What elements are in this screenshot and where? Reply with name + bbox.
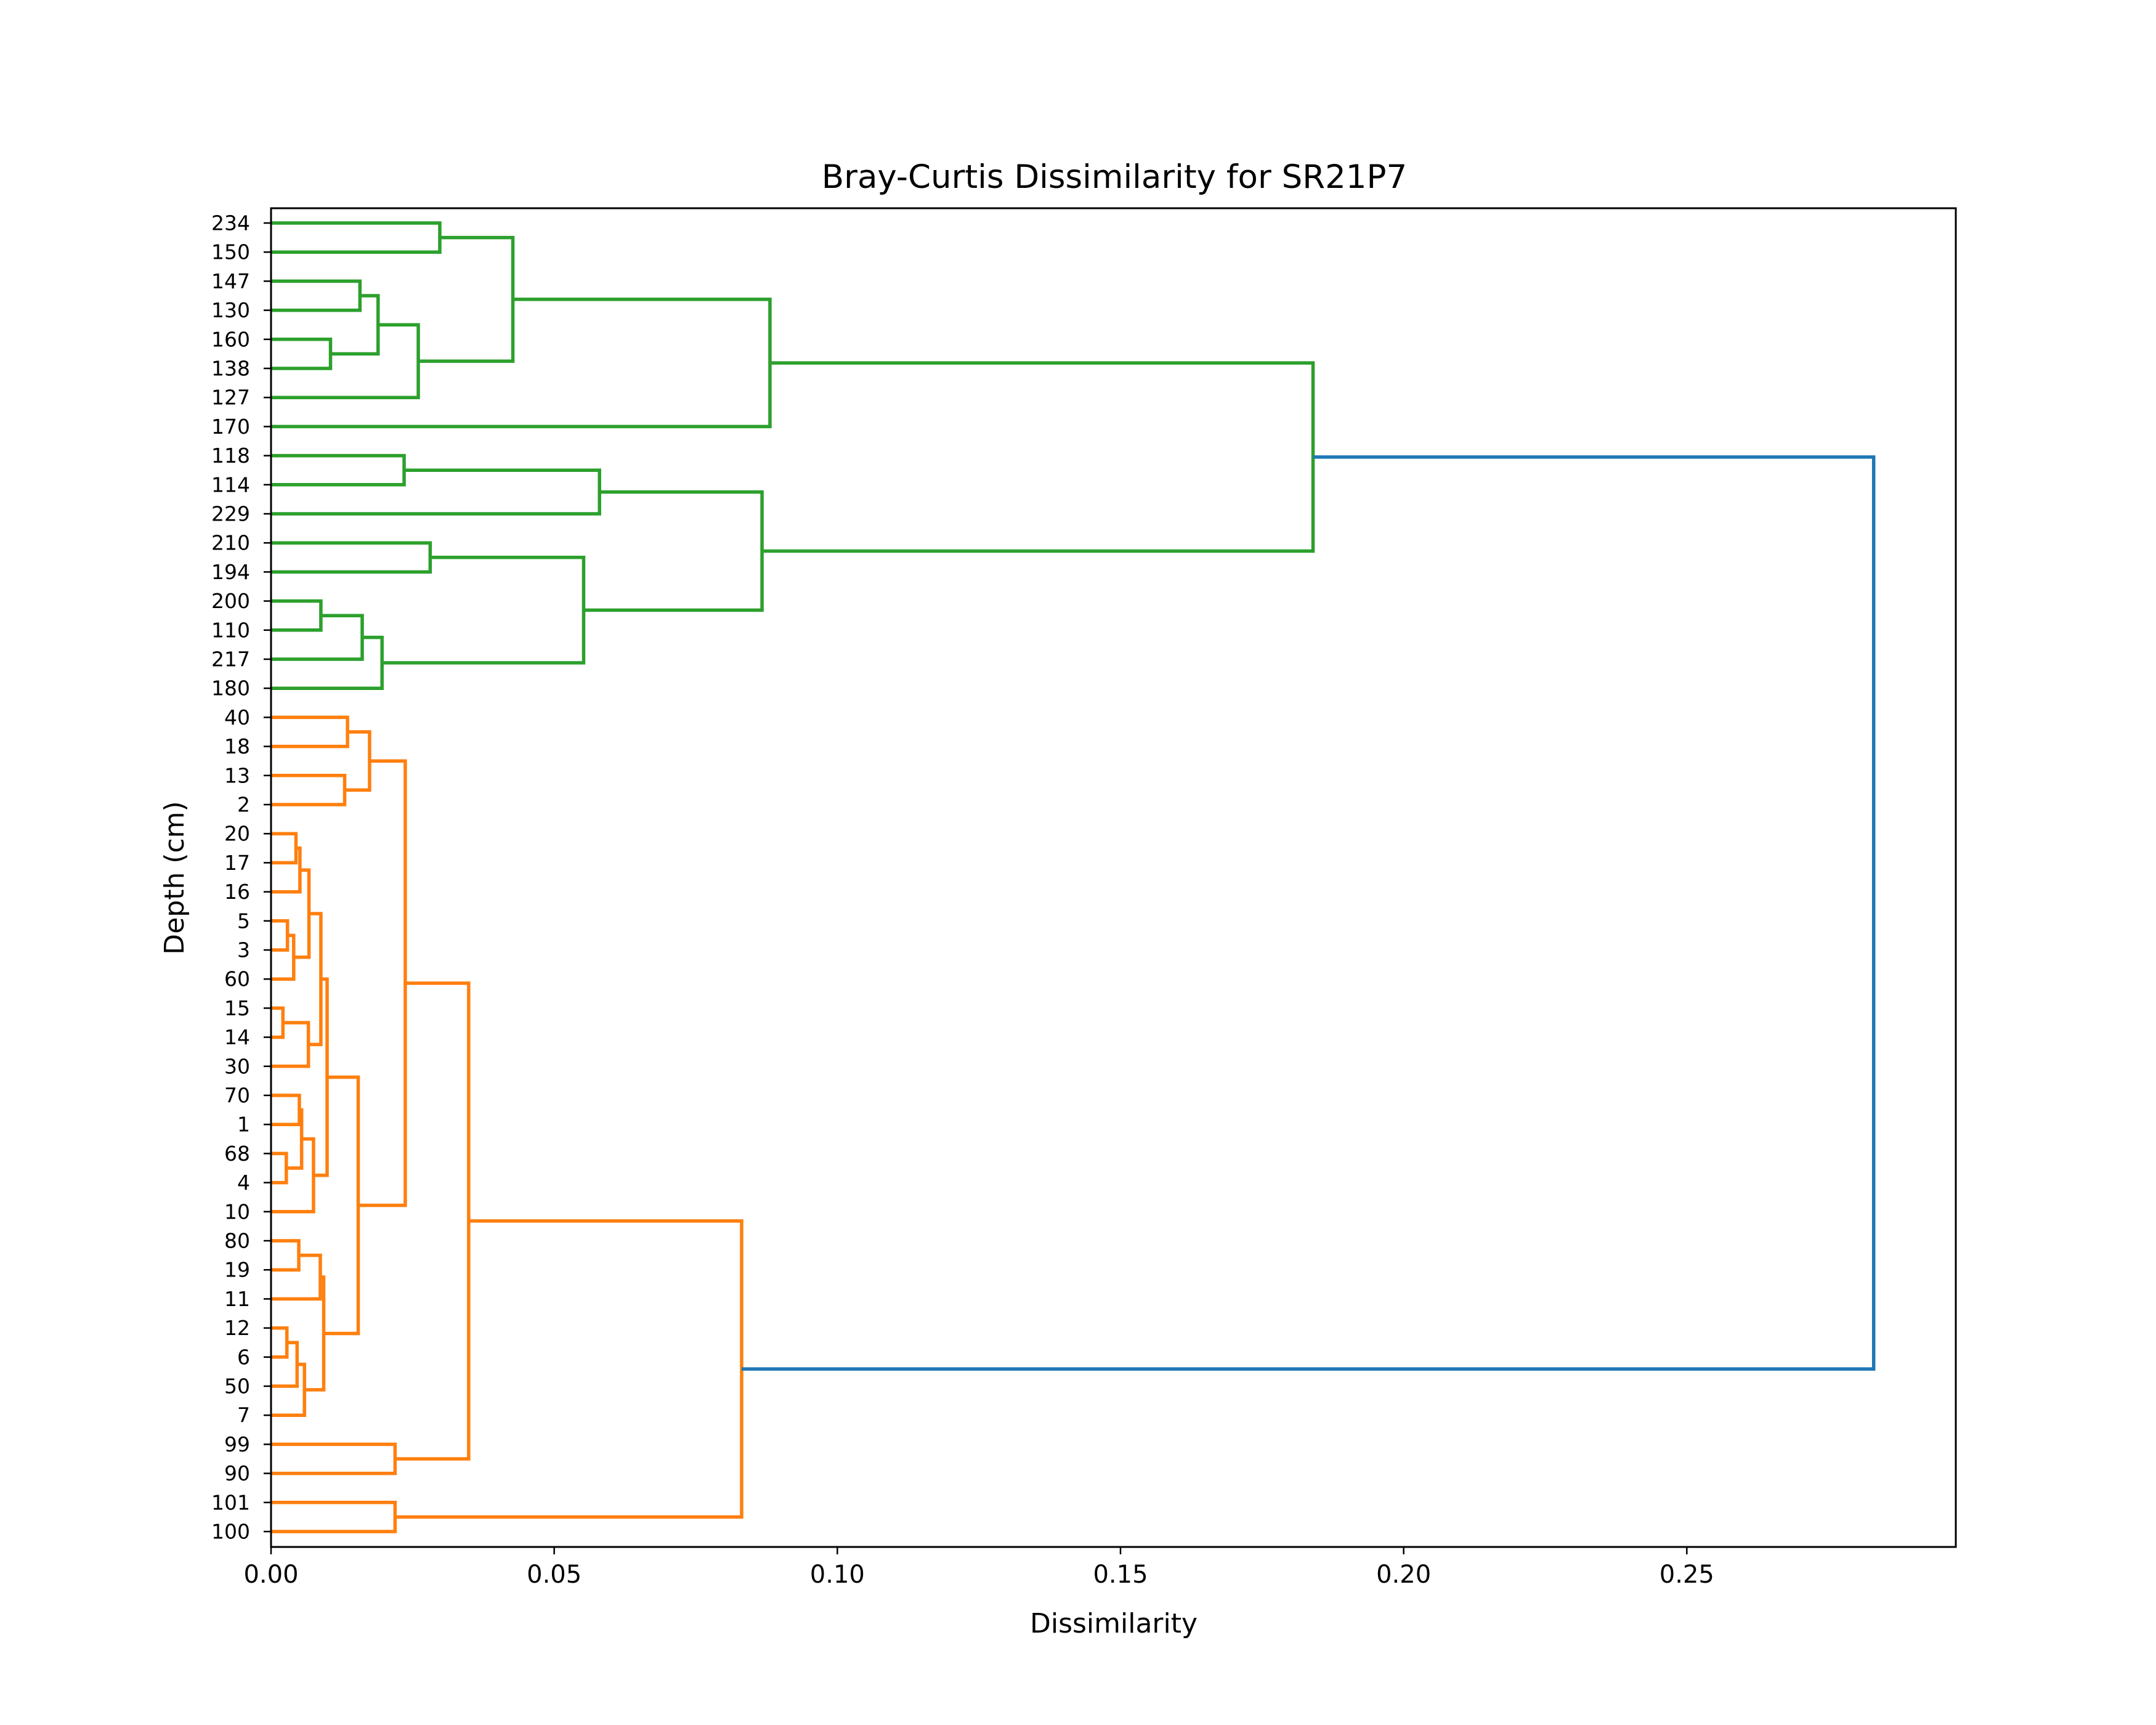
leaf-label-30: 30 [224,1054,250,1078]
leaf-label-147: 147 [211,269,250,293]
leaf-label-170: 170 [211,415,250,439]
dendrogram-link-j1 [271,1501,397,1533]
leaf-label-10: 10 [224,1199,250,1224]
dendrogram-link-d3 [271,919,290,952]
leaf-label-4: 4 [237,1171,250,1195]
leaf-label-194: 194 [211,560,250,584]
leaf-label-234: 234 [211,211,250,235]
dendrogram-link-d1 [271,832,298,865]
dendrogram-link-a2 [271,279,362,312]
chart-title: Bray-Curtis Dissimilarity for SR21P7 [822,158,1407,196]
leaf-label-160: 160 [211,327,250,351]
dendrogram-link-a4 [330,294,380,356]
leaf-label-6: 6 [237,1345,250,1369]
dendrogram-link-f2 [358,759,407,1208]
dendrogram-link-h4 [271,1341,299,1388]
dendrogram-link-f0 [313,977,329,1177]
leaf-label-7: 7 [237,1403,250,1427]
dendrogram-link-h2 [271,1253,322,1301]
dendrogram-link-b8 [583,490,764,612]
dendrogram-links [271,221,1876,1533]
dendrogram-link-a6 [418,235,515,363]
dendrogram-link-h5 [271,1362,306,1417]
x-tick-label: 0.05 [527,1561,582,1589]
leaf-label-16: 16 [224,880,250,904]
leaf-label-40: 40 [224,705,250,729]
dendrogram-link-g1 [762,361,1315,553]
leaf-label-110: 110 [211,618,250,642]
leaf-label-200: 200 [211,589,250,613]
dendrogram-link-f1 [323,1075,360,1336]
dendrogram-link-a3 [271,338,333,370]
leaf-label-18: 18 [224,734,250,758]
x-axis-ticks: 0.00 0.05 0.10 0.15 0.20 0.25 [243,1547,1714,1589]
dendrogram-link-d4 [271,933,296,981]
dendrogram-link-a7 [271,298,772,429]
leaf-label-80: 80 [224,1229,250,1253]
dendrogram-link-a5 [271,323,420,399]
dendrogram-link-i1 [271,1442,397,1475]
x-tick-label: 0.25 [1660,1561,1714,1589]
leaf-label-50: 50 [224,1374,250,1398]
dendrogram-link-h6 [304,1275,326,1392]
leaf-label-3: 3 [237,938,250,962]
leaf-label-138: 138 [211,357,250,381]
leaf-label-17: 17 [224,851,250,875]
leaf-label-210: 210 [211,531,250,555]
leaf-label-130: 130 [211,298,250,322]
leaf-label-127: 127 [211,386,250,410]
dendrogram-link-e2 [271,1151,288,1185]
leaf-label-118: 118 [211,444,250,468]
x-tick-label: 0.10 [810,1561,865,1589]
leaf-label-12: 12 [224,1316,250,1340]
leaf-label-5: 5 [237,909,250,933]
leaf-label-180: 180 [211,676,250,700]
dendrogram-link-e1 [271,1094,301,1126]
dendrogram-link-b5 [271,614,364,661]
dendrogram-link-b1 [271,453,406,487]
y-axis-leaf-labels: 2341501471301601381271701181142292101942… [211,211,271,1544]
dendrogram-link-b6 [271,635,384,690]
dendrogram-link-h3 [271,1326,289,1359]
dendrogram-link-b3 [271,541,432,574]
leaf-label-101: 101 [211,1490,250,1514]
x-tick-label: 0.15 [1093,1561,1148,1589]
leaf-label-100: 100 [211,1520,250,1544]
leaf-label-11: 11 [224,1287,250,1311]
plot-frame [270,207,1957,1548]
leaf-label-229: 229 [211,502,250,526]
dendrogram-link-b4 [271,599,323,632]
dendrogram-link-a1 [271,221,442,254]
dendrogram-link-d6 [271,1006,285,1039]
x-tick-label: 0.00 [243,1561,298,1589]
leaf-label-70: 70 [224,1084,250,1108]
x-axis-label: Dissimilarity [1030,1608,1198,1639]
dendrogram-link-o1 [395,1219,744,1519]
leaf-label-99: 99 [224,1432,250,1456]
leaf-label-1: 1 [237,1113,250,1137]
y-axis-label: Depth (cm) [159,801,190,954]
dendrogram-link-c1 [271,715,349,749]
x-tick-label: 0.20 [1376,1561,1431,1589]
leaf-label-60: 60 [224,967,250,991]
leaf-label-114: 114 [211,473,250,497]
leaf-label-90: 90 [224,1461,250,1485]
dendrogram-link-d7 [271,1021,310,1068]
dendrogram-link-c2 [271,774,347,806]
leaf-label-2: 2 [237,793,250,817]
leaf-label-150: 150 [211,240,250,264]
dendrogram-link-e4 [271,1137,315,1214]
leaf-label-217: 217 [211,647,250,672]
dendrogram-link-f3 [395,981,471,1461]
dendrogram-link-root [741,455,1876,1371]
leaf-label-68: 68 [224,1142,250,1166]
leaf-label-20: 20 [224,822,250,846]
dendrogram-link-h1 [271,1239,301,1272]
leaf-label-19: 19 [224,1258,250,1282]
dendrogram-link-b2 [271,468,601,516]
leaf-label-14: 14 [224,1025,250,1049]
leaf-label-13: 13 [224,763,250,787]
leaf-label-15: 15 [224,996,250,1020]
